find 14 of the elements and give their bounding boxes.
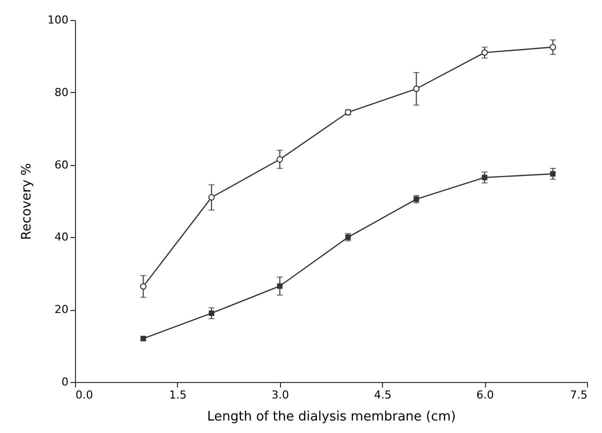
- y-tick-label: 20: [54, 303, 68, 316]
- y-tick-label: 0: [62, 376, 68, 388]
- x-tick-label: 0.0: [76, 388, 93, 402]
- y-tick-label: 40: [54, 230, 68, 244]
- x-tick-label: 6.0: [476, 388, 494, 402]
- y-tick-label: 100: [48, 14, 68, 26]
- y-axis-title: Recovery %: [20, 163, 35, 240]
- y-tick-label: 60: [54, 158, 68, 172]
- x-tick-label: 3.0: [272, 388, 290, 402]
- x-tick-label: 1.5: [169, 388, 187, 402]
- x-tick-label: 4.5: [374, 388, 392, 402]
- x-axis-title: Length of the dialysis membrane (cm): [207, 410, 456, 424]
- y-tick-label: 80: [54, 86, 68, 99]
- x-tick-label: 7.5: [570, 388, 588, 402]
